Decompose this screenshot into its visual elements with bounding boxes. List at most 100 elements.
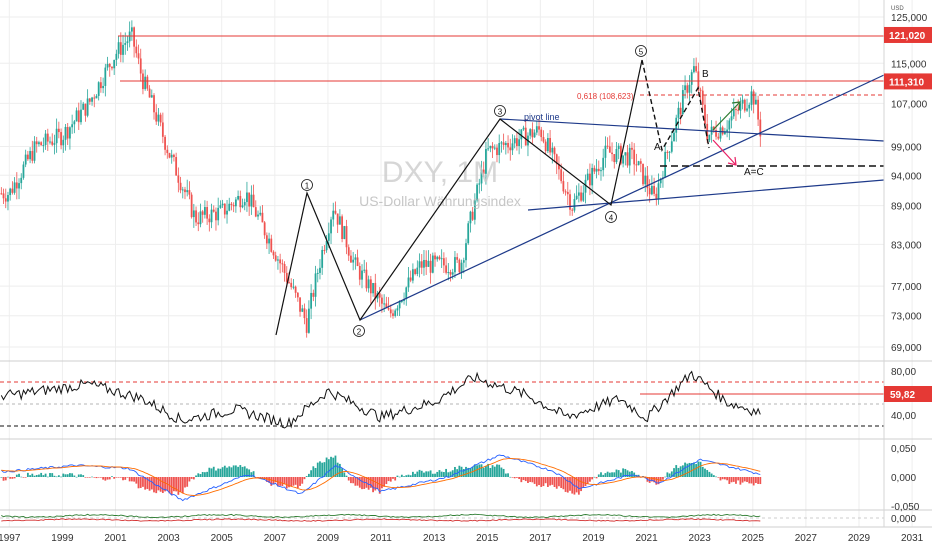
macd-histogram-bar	[88, 477, 91, 478]
macd-histogram-bar	[11, 477, 14, 479]
candle-body	[693, 66, 695, 73]
candle-body	[520, 129, 523, 140]
candle-body	[597, 168, 600, 172]
candle-body	[44, 133, 47, 146]
candle-body	[396, 308, 399, 311]
macd-histogram-bar	[721, 477, 724, 480]
macd-histogram-bar	[305, 476, 308, 477]
candle-body	[228, 203, 231, 211]
macd-histogram-bar	[144, 477, 147, 490]
bullish-scenario-arrow	[712, 101, 741, 131]
candle-body	[108, 63, 111, 67]
candle-body	[719, 127, 722, 139]
candle-body	[195, 210, 197, 223]
macd-histogram-bar	[378, 477, 381, 494]
pivot-trendline[interactable]	[499, 118, 885, 142]
macd-histogram-bar	[511, 477, 514, 478]
candle-body	[604, 145, 607, 158]
macd-histogram-bar	[210, 468, 213, 477]
macd-histogram-bar	[628, 471, 631, 477]
macd-histogram-bar	[86, 477, 89, 478]
candle-body	[591, 167, 594, 186]
candle-body	[531, 129, 534, 138]
candle-body	[20, 177, 23, 184]
macd-histogram-bar	[564, 477, 567, 492]
price-axis[interactable]: USD 125,000 115,000 107,000 99,000 94,000 89,…	[883, 0, 932, 527]
candle-body	[522, 127, 525, 130]
macd-histogram-bar	[741, 477, 744, 483]
rising-support-trendline[interactable]	[359, 74, 885, 321]
candle-body	[33, 141, 36, 161]
macd-histogram-bar	[206, 471, 209, 477]
candle-body	[144, 76, 147, 90]
macd-histogram-bar	[748, 477, 751, 484]
candle-body	[498, 143, 501, 156]
macd-histogram-bar	[257, 477, 259, 478]
macd-histogram-bar	[31, 473, 34, 477]
macd-histogram-bar	[730, 477, 733, 483]
candle-body	[15, 182, 18, 189]
macd-histogram-bar	[15, 474, 18, 477]
candle-body	[620, 145, 622, 164]
macd-histogram-bar	[250, 472, 253, 477]
candle-body	[624, 152, 627, 156]
macd-histogram-bar	[478, 464, 481, 477]
macd-histogram-bar	[343, 472, 346, 477]
time-tick-label: 2001	[104, 533, 127, 544]
macd-histogram-bar	[201, 471, 204, 477]
candle-body	[363, 269, 366, 271]
macd-histogram-bar	[259, 477, 262, 479]
lower-channel-trendline[interactable]	[527, 179, 885, 211]
candle-body	[551, 147, 554, 153]
candle-body	[254, 207, 257, 217]
time-axis[interactable]: 1997 1999 2001 2003 2005 2007 2009 2011 2013 2015…	[0, 533, 924, 544]
candle-body	[735, 109, 737, 111]
macd-histogram-bar	[230, 467, 233, 477]
candle-body	[690, 72, 693, 85]
price-tick-label: 89,000	[891, 202, 922, 213]
macd-histogram-bar	[139, 477, 142, 488]
time-tick-label: 2009	[317, 533, 340, 544]
candle-body	[208, 218, 211, 223]
candle-body	[743, 99, 746, 111]
macd-histogram-bar	[487, 463, 490, 477]
momentum-pane	[0, 513, 884, 522]
candle-body	[728, 120, 731, 130]
macd-histogram-bar	[746, 477, 748, 482]
macd-histogram-bar	[173, 477, 175, 492]
price-tick-label: 94,000	[891, 171, 922, 182]
elliott-wave-path[interactable]	[275, 59, 643, 336]
macd-histogram-bar	[4, 477, 7, 481]
candle-body	[420, 261, 423, 268]
candle-body	[487, 148, 490, 150]
corrective-wave-path[interactable]	[641, 59, 710, 152]
macd-histogram-bar	[13, 477, 16, 479]
macd-histogram-bar	[418, 469, 421, 477]
candle-body	[294, 286, 297, 293]
macd-histogram-bar	[675, 465, 678, 477]
candle-body	[606, 145, 609, 147]
candle-body	[319, 267, 321, 273]
macd-histogram-bar	[739, 477, 742, 485]
candle-body	[615, 149, 618, 163]
macd-histogram-bar	[631, 470, 633, 477]
macd-histogram-bar	[64, 474, 67, 477]
macd-histogram-bar	[352, 477, 355, 484]
candle-body	[524, 127, 527, 146]
time-tick-label: 2029	[848, 533, 871, 544]
macd-histogram-bar	[717, 477, 720, 478]
momentum-tick-label: 0,000	[891, 514, 916, 525]
candle-body	[392, 313, 394, 316]
candle-body	[571, 209, 574, 211]
wave-label-3: 3	[494, 105, 506, 117]
candle-body	[589, 173, 591, 186]
candle-body	[237, 195, 239, 200]
macd-histogram-bar	[97, 477, 100, 478]
macd-histogram-bar	[316, 462, 319, 477]
macd-histogram-bar	[248, 469, 251, 477]
macd-histogram-bar	[7, 476, 9, 478]
candle-body	[62, 139, 65, 146]
candle-body	[564, 191, 567, 193]
macd-histogram-bar	[657, 477, 660, 485]
